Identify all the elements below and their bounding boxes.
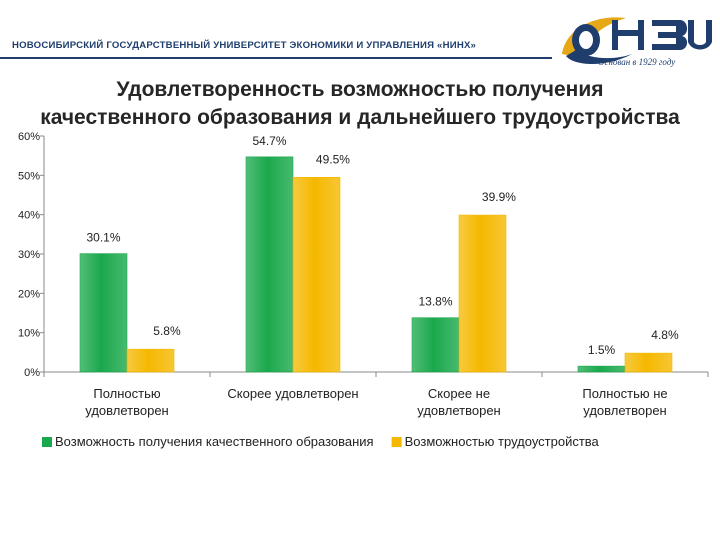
- data-label-series-2: 5.8%: [153, 324, 181, 338]
- y-tick-label: 60%: [18, 131, 40, 143]
- legend-swatch-series-1: [42, 437, 52, 447]
- category-label: удовлетворен: [417, 403, 500, 418]
- category-label: Скорее удовлетворен: [227, 386, 358, 401]
- slide-header: НОВОСИБИРСКИЙ ГОСУДАРСТВЕННЫЙ УНИВЕРСИТЕ…: [0, 0, 720, 72]
- y-tick-label: 10%: [18, 328, 40, 340]
- chart-title: Удовлетворенность возможностью получения…: [0, 76, 720, 132]
- bar-series-1: [245, 156, 294, 373]
- bar-series-1: [79, 253, 128, 373]
- data-label-series-2: 49.5%: [316, 152, 350, 166]
- category-label: удовлетворен: [85, 403, 168, 418]
- chart-title-line-2: качественного образования и дальнейшего …: [40, 106, 680, 129]
- legend-label-series-1: Возможность получения качественного обра…: [55, 434, 374, 449]
- data-label-series-1: 30.1%: [86, 231, 120, 245]
- data-label-series-2: 4.8%: [651, 328, 679, 342]
- legend-swatch-series-2: [391, 437, 402, 447]
- category-label: Скорее не: [428, 386, 490, 401]
- category-label: удовлетворен: [583, 403, 666, 418]
- data-label-series-2: 39.9%: [482, 190, 516, 204]
- y-tick-label: 40%: [18, 210, 40, 222]
- bar-series-2: [458, 214, 507, 373]
- chart-title-line-1: Удовлетворенность возможностью получения: [116, 78, 604, 101]
- university-name: НОВОСИБИРСКИЙ ГОСУДАРСТВЕННЫЙ УНИВЕРСИТЕ…: [12, 40, 477, 51]
- category-label: Полностью: [93, 386, 161, 401]
- bar-series-2: [624, 352, 673, 373]
- header-divider: [0, 57, 552, 59]
- y-tick-label: 20%: [18, 288, 40, 300]
- y-tick-label: 30%: [18, 249, 40, 261]
- legend-label-series-2: Возможностью трудоустройства: [405, 434, 600, 449]
- university-slogan: Основан в 1929 году: [598, 57, 676, 67]
- university-logo-icon: [562, 17, 712, 64]
- bar-series-2: [126, 348, 175, 373]
- data-label-series-1: 54.7%: [252, 134, 286, 148]
- y-tick-label: 0%: [24, 367, 40, 379]
- data-label-series-1: 13.8%: [418, 295, 452, 309]
- bar-series-2: [292, 177, 341, 373]
- data-label-series-1: 1.5%: [588, 343, 616, 357]
- bar-series-1: [577, 365, 626, 373]
- y-tick-label: 50%: [18, 170, 40, 182]
- bar-series-1: [411, 317, 460, 373]
- category-label: Полностью не: [582, 386, 667, 401]
